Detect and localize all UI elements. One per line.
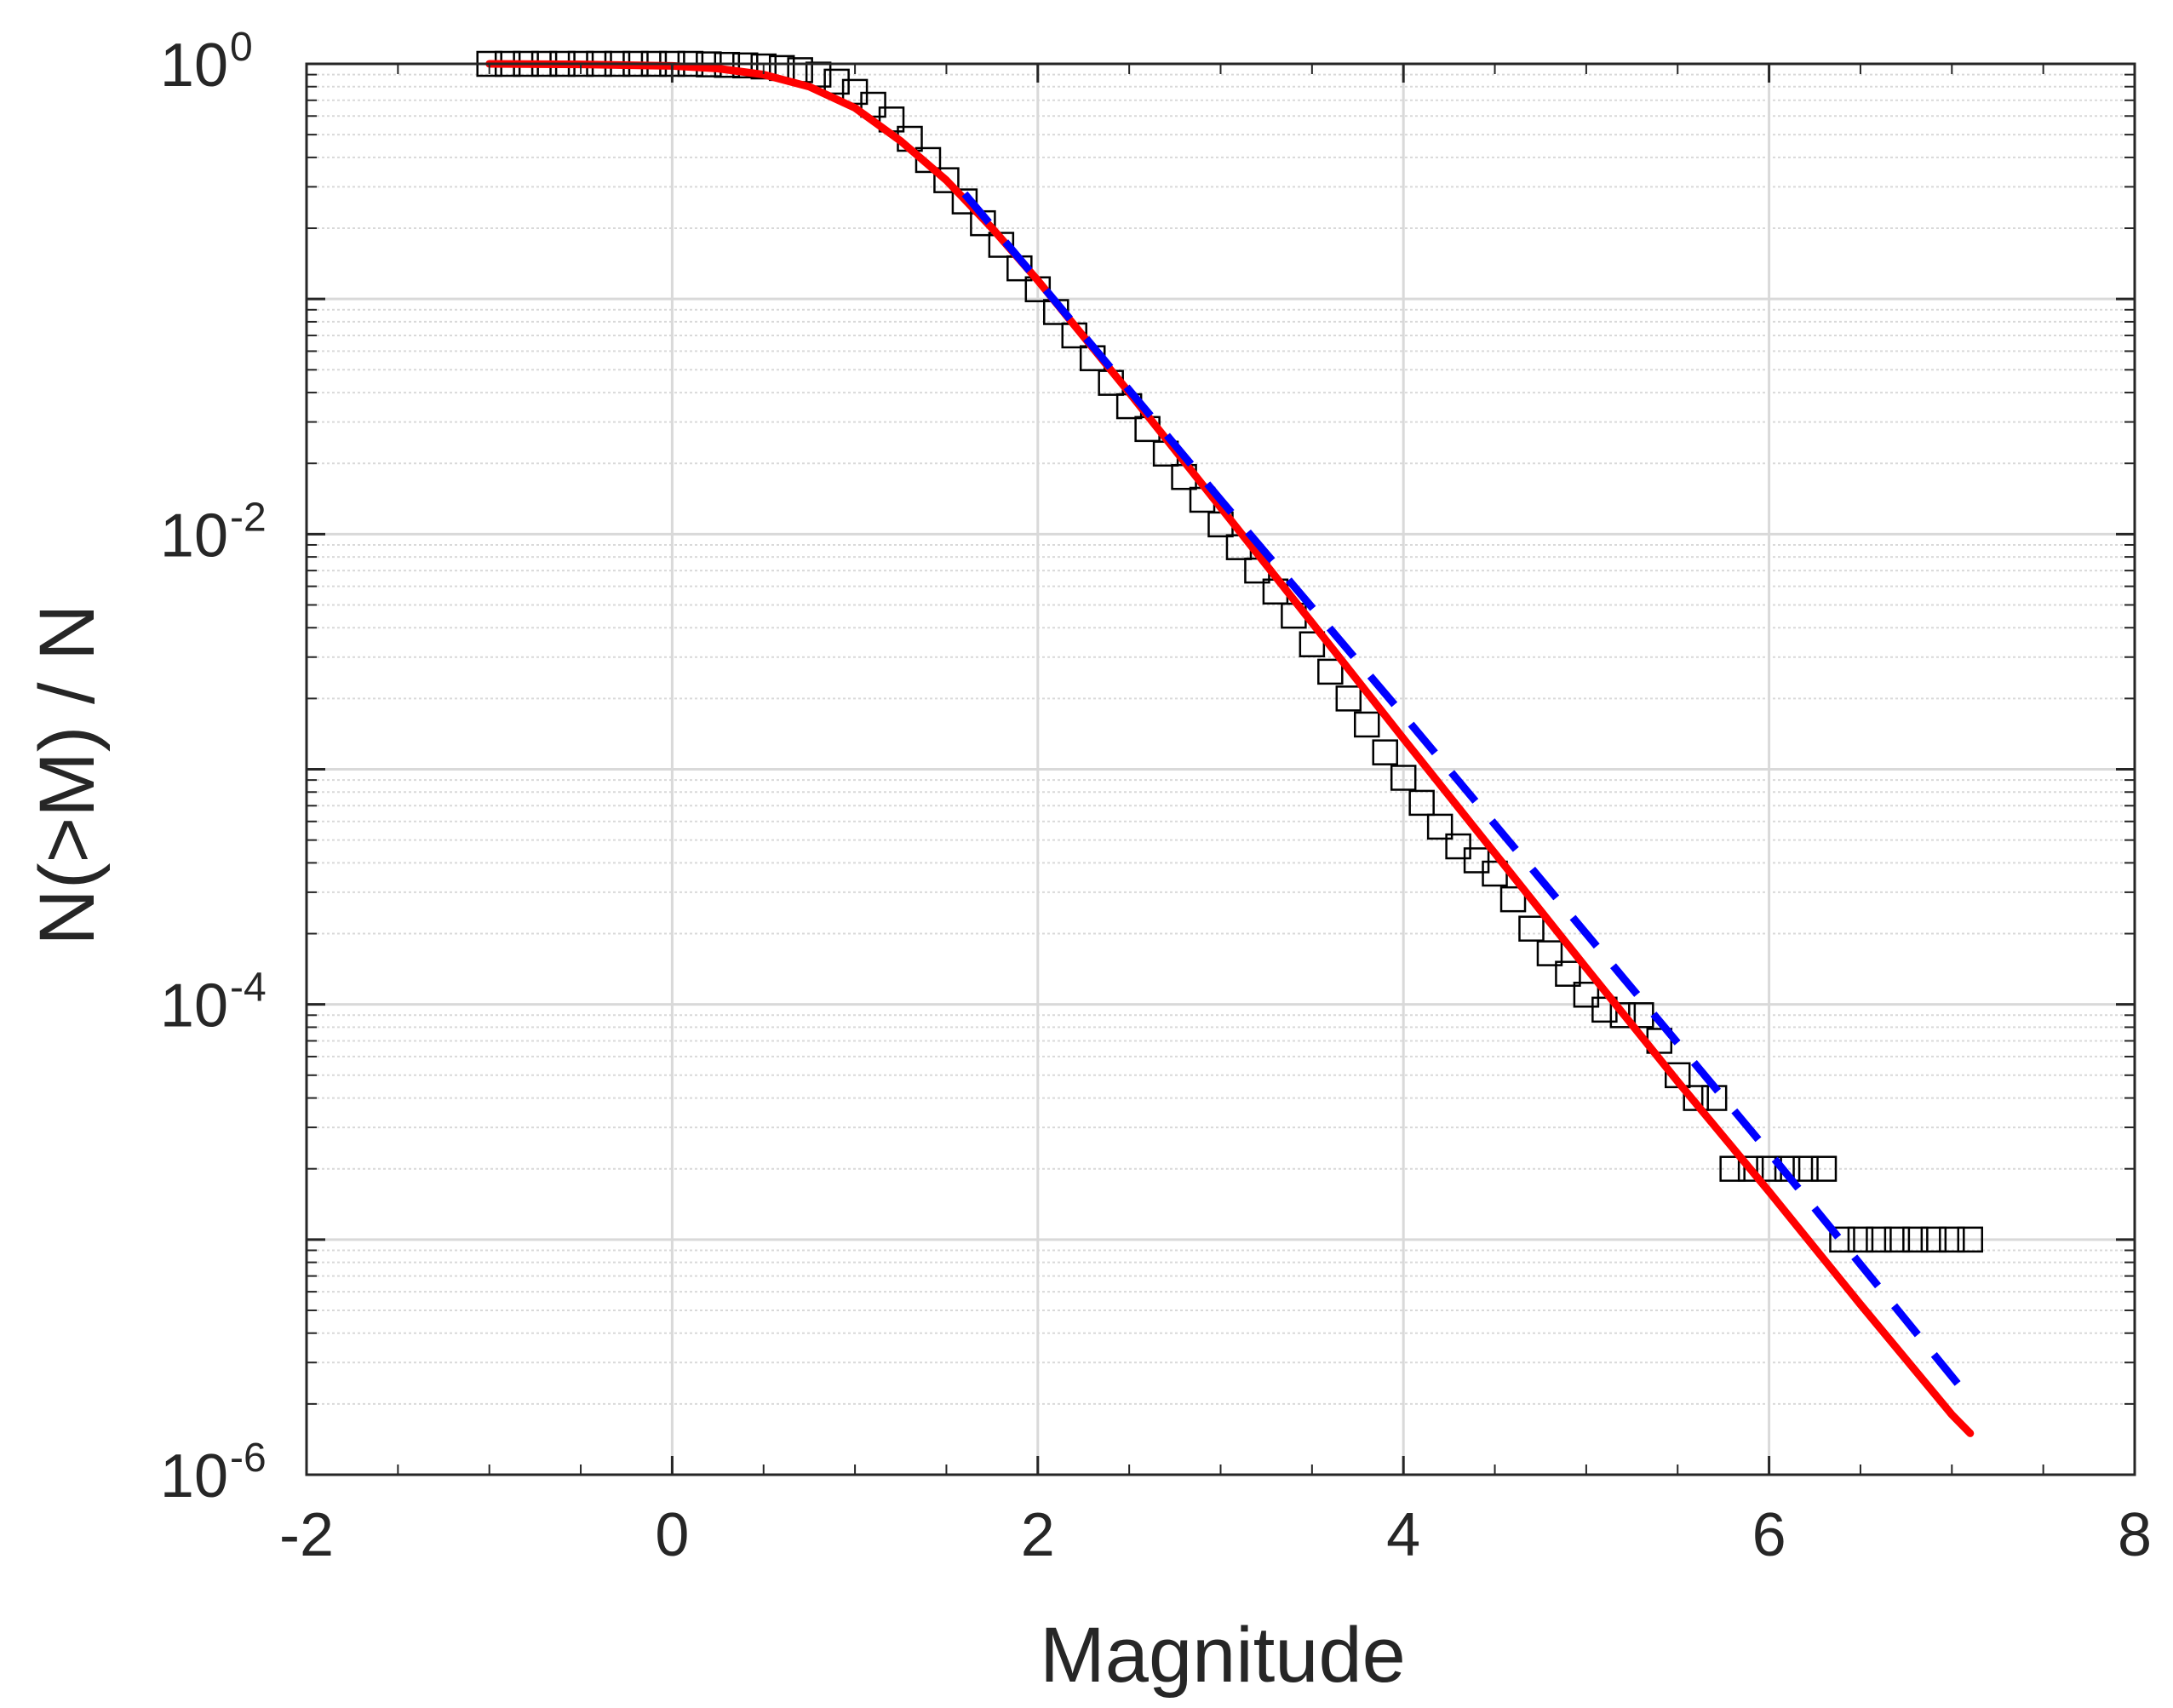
- y-tick-base: 10: [160, 32, 228, 100]
- y-tick-label: 10 -2: [160, 495, 267, 570]
- y-tick-base: 10: [160, 1442, 228, 1510]
- observed-marker: [1445, 833, 1471, 860]
- y-tick-exponent: -6: [230, 1436, 267, 1481]
- observed-marker: [933, 167, 960, 193]
- observed-marker: [1847, 1226, 1874, 1253]
- y-axis-label: N(>M) / N: [24, 604, 111, 945]
- y-tick-exponent: -4: [230, 966, 267, 1011]
- observed-marker: [1920, 1226, 1947, 1253]
- observed-marker: [1499, 886, 1527, 913]
- observed-marker: [1719, 1155, 1746, 1182]
- y-tick-base: 10: [160, 972, 228, 1040]
- observed-marker: [1335, 685, 1362, 712]
- x-tick-label: 2: [1021, 1501, 1055, 1569]
- observed-marker: [1737, 1155, 1764, 1182]
- observed-marker: [914, 146, 942, 174]
- observed-marker: [1957, 1226, 1984, 1253]
- y-tick-label: 10 -4: [160, 966, 267, 1040]
- observed-marker: [1573, 981, 1600, 1008]
- observed-marker: [951, 188, 978, 215]
- observed-marker: [1408, 789, 1435, 817]
- series-observed: [476, 50, 1984, 1253]
- observed-marker: [1609, 1002, 1637, 1029]
- observed-marker: [1317, 658, 1344, 685]
- observed-marker: [1883, 1226, 1911, 1253]
- observed-marker: [1299, 631, 1326, 657]
- observed-marker: [1939, 1226, 1965, 1253]
- observed-marker: [1354, 711, 1380, 738]
- observed-marker: [1792, 1155, 1819, 1182]
- observed-marker: [1902, 1226, 1929, 1253]
- observed-marker: [732, 52, 759, 79]
- observed-marker: [1866, 1226, 1892, 1253]
- observed-marker: [1390, 765, 1417, 791]
- x-axis-label: Magnitude: [1040, 1612, 1406, 1699]
- observed-marker: [1372, 739, 1398, 765]
- plot-frame: [305, 62, 2136, 1476]
- y-tick-base: 10: [160, 502, 228, 570]
- y-tick-label: 10 -6: [160, 1436, 267, 1510]
- x-tick-label: 8: [2118, 1501, 2152, 1569]
- x-tick-label: 0: [655, 1501, 689, 1569]
- y-tick-label: 10 0: [160, 25, 253, 100]
- observed-marker: [1810, 1155, 1838, 1182]
- observed-marker: [1555, 960, 1581, 987]
- y-tick-exponent: 0: [230, 25, 253, 70]
- observed-marker: [1536, 940, 1563, 966]
- observed-marker: [1518, 915, 1545, 942]
- observed-marker: [1463, 847, 1490, 874]
- y-tick-exponent: -2: [230, 495, 267, 540]
- axes: [305, 62, 2136, 1476]
- observed-marker: [1426, 813, 1453, 840]
- series-fit: [485, 60, 1975, 1437]
- x-tick-label: 4: [1386, 1501, 1420, 1569]
- observed-marker: [1683, 1085, 1709, 1111]
- observed-marker: [823, 68, 850, 95]
- x-tick-label: 6: [1752, 1501, 1786, 1569]
- observed-marker: [1829, 1226, 1855, 1253]
- x-tick-label: -2: [279, 1501, 334, 1569]
- fit-line: [485, 60, 1975, 1437]
